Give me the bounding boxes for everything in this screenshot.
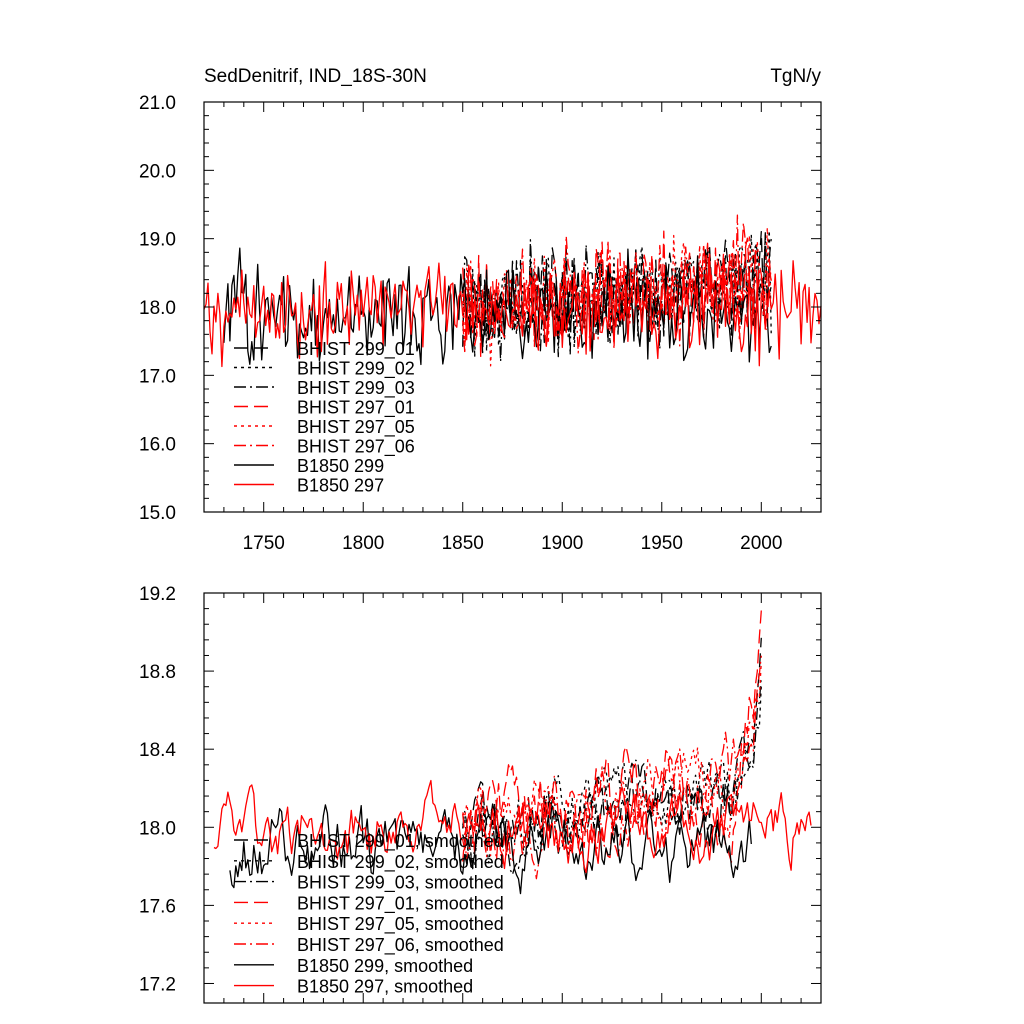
x-tick-label: 1900 — [541, 533, 583, 554]
y-tick-label: 17.0 — [139, 366, 176, 387]
y-tick-label: 19.2 — [139, 584, 176, 605]
bottom-panel: 17.2 17.6 18.0 18.4 18.8 19.2 BHIST 299_01, s… — [139, 584, 822, 1004]
legend-label: B1850 299, smoothed — [297, 956, 473, 976]
axis-ticks: 17.2 17.6 18.0 18.4 18.8 19.2 — [139, 584, 822, 1003]
series-line-4 — [462, 227, 772, 367]
chart-title: SedDenitrif, IND_18S-30N — [204, 66, 427, 87]
series-line-3 — [462, 610, 762, 863]
y-tick-label: 20.0 — [139, 161, 176, 182]
y-tick-label: 17.6 — [139, 896, 176, 917]
y-tick-label: 18.4 — [139, 740, 176, 761]
y-tick-label: 15.0 — [139, 503, 176, 524]
series-line-5 — [462, 655, 762, 880]
y-tick-label: 17.2 — [139, 974, 176, 995]
legend-label: BHIST 299_03, smoothed — [297, 873, 504, 894]
legend-label: BHIST 299_02 — [297, 359, 415, 380]
x-tick-label: 1850 — [442, 533, 484, 554]
y-tick-label: 18.0 — [139, 818, 176, 839]
y-tick-label: 16.0 — [139, 435, 176, 456]
series-line-6 — [223, 247, 772, 366]
legend-label: BHIST 299_03 — [297, 378, 415, 399]
legend-label: B1850 299 — [297, 456, 384, 476]
series-line-2 — [462, 234, 772, 363]
y-tick-label: 18.0 — [139, 298, 176, 319]
x-tick-label: 2000 — [740, 533, 782, 554]
units-label: TgN/y — [770, 66, 821, 87]
series-lines — [203, 214, 822, 368]
x-tick-label: 1750 — [243, 533, 285, 554]
legend-label: BHIST 297_06, smoothed — [297, 935, 504, 956]
legend-label: BHIST 299_01 — [297, 339, 415, 360]
legend-label: BHIST 297_05 — [297, 417, 415, 438]
plot-frame — [203, 592, 822, 1004]
series-lines — [213, 610, 812, 895]
legend-label: BHIST 297_05, smoothed — [297, 914, 504, 935]
series-line-7 — [213, 779, 812, 874]
y-tick-label: 18.8 — [139, 662, 176, 683]
legend-label: BHIST 297_01, smoothed — [297, 893, 504, 914]
x-tick-label: 1800 — [342, 533, 384, 554]
series-line-0 — [462, 637, 762, 863]
x-tick-label: 1950 — [641, 533, 683, 554]
top-panel: SedDenitrif, IND_18S-30N TgN/y 1750 1800 1… — [139, 66, 822, 554]
series-line-7 — [203, 258, 822, 368]
legend-label: B1850 297, smoothed — [297, 977, 473, 997]
legend-label: BHIST 297_01 — [297, 398, 415, 419]
legend-label: BHIST 297_06 — [297, 437, 415, 458]
y-tick-label: 19.0 — [139, 230, 176, 251]
legend-label: BHIST 299_02, smoothed — [297, 852, 504, 873]
legend-label: BHIST 299_01, smoothed — [297, 831, 504, 852]
y-tick-label: 21.0 — [139, 93, 176, 114]
series-line-1 — [462, 686, 762, 870]
axis-ticks: 1750 1800 1850 1900 1950 2000 15.0 16.0 17.0 18.0… — [139, 93, 822, 554]
legend-label: B1850 297 — [297, 476, 384, 496]
